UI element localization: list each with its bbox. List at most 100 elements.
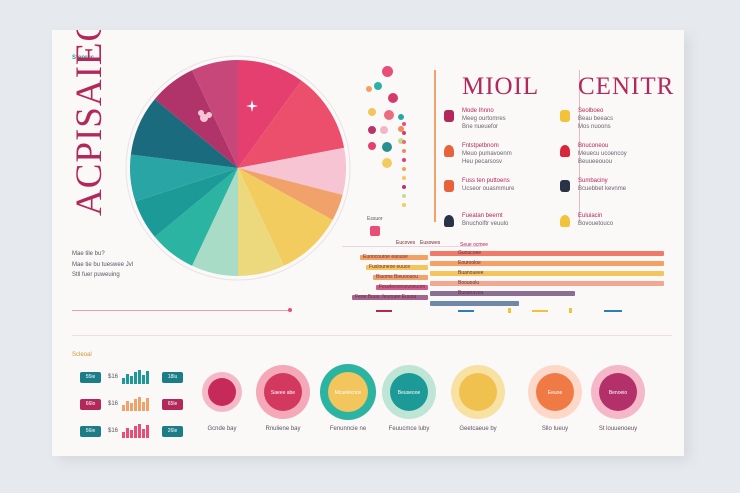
timeline-mark-3 <box>508 308 511 313</box>
right_section-row-text: Bcuebbet kevnme <box>578 186 627 192</box>
pie-slice <box>192 60 238 168</box>
mini-bar <box>134 372 137 384</box>
pie-slice <box>238 147 346 195</box>
stat-ring: Saeee abe <box>256 365 310 419</box>
timeline-dot <box>288 308 292 312</box>
right-bar <box>430 251 664 256</box>
ring-label: Beuseooe <box>397 389 421 396</box>
right-bar <box>430 301 519 306</box>
stat-right-box: 26le <box>162 426 183 437</box>
middle_section-row-text: Mode Ihnno <box>462 108 494 114</box>
stat-left-box: 66lo <box>80 399 101 410</box>
ring-caption: Fenunncie ne <box>329 426 367 432</box>
stat-right-box: 65le <box>162 399 183 410</box>
right_section-row-text: Beuueeouou <box>578 159 613 165</box>
ring-label: Saeee abe <box>270 389 296 396</box>
stat-right-box: 18lu <box>162 372 183 383</box>
left-bar <box>360 255 428 260</box>
note-2: Mae tie bu tueswee Jvl <box>72 262 134 268</box>
legend-dot <box>398 114 404 120</box>
mini-bar <box>122 405 125 411</box>
middle_section-row-text: Fntstpetbnom <box>462 143 499 149</box>
legend-caption: Essuor <box>367 216 383 222</box>
right_section-row-text: Euluiacin <box>578 213 603 219</box>
star-icon <box>560 110 570 122</box>
legend-dot <box>374 82 382 90</box>
mini-bar <box>134 399 137 411</box>
ring-label: Eeuoe <box>547 389 563 396</box>
divider-right <box>579 70 580 222</box>
bars-header-1: Eucoves <box>396 240 416 246</box>
stat-ring: Beuseooe <box>382 365 436 419</box>
legend-dot <box>388 93 398 103</box>
right-bar <box>430 261 664 266</box>
legend-dot <box>384 110 394 120</box>
stat-number: $16 <box>108 428 119 434</box>
bottom-label: Scleoal <box>72 352 92 358</box>
legend-dot <box>398 138 404 144</box>
mini-bar <box>138 424 141 438</box>
middle_section-row-text: Fuss ten puttoens <box>462 178 510 184</box>
right-bar <box>430 281 664 286</box>
bars-header-3: Seue ocmee <box>460 242 489 248</box>
ring-caption: Gcnde bay <box>207 426 237 432</box>
timeline-mark-1 <box>376 310 392 312</box>
middle_section-row-text: Bne nueuefor <box>462 124 499 130</box>
flower-icon <box>198 110 212 122</box>
left-bar-label: Feuvleoveosvoouom <box>379 284 426 290</box>
section-label: Steprcc <box>72 55 95 61</box>
bowl-icon <box>560 180 570 192</box>
person-icon <box>444 110 454 122</box>
pie-slice <box>154 168 238 266</box>
middle_section-row-text: Meuo pumavoenm <box>462 151 512 157</box>
mini-bar <box>146 371 149 384</box>
stat-ring: Benoeio <box>591 365 645 419</box>
right-bar-label: Guoucoee <box>458 250 482 256</box>
mini-bar <box>142 375 145 384</box>
pie-slice <box>192 168 238 276</box>
mini-bar <box>122 432 125 438</box>
right-bar-label: Eourooloe <box>458 260 481 266</box>
legend-dot <box>382 158 392 168</box>
pie-slice <box>135 168 238 237</box>
pie-slice <box>238 60 302 168</box>
left-bar <box>352 295 428 300</box>
mini-bar <box>126 401 129 411</box>
pie-chart <box>125 55 351 281</box>
mini-bar <box>122 378 125 384</box>
legend-dot-small <box>402 203 406 207</box>
stat-ring <box>202 372 242 412</box>
right_section-row-text: Beau beeacs <box>578 116 614 122</box>
mini-bar <box>138 397 141 411</box>
right_section-row-text: Mos nuoons <box>578 124 611 130</box>
stat-ring: Mcueiecnce <box>320 364 376 420</box>
right-bar-label: Buanoueee <box>458 270 484 276</box>
stat-number: $16 <box>108 374 119 380</box>
legend-dot-small <box>402 149 406 153</box>
mini-bar <box>130 376 133 384</box>
hand-icon <box>444 180 454 192</box>
stat-ring: Eeuoe <box>528 365 582 419</box>
mini-bar <box>134 426 137 438</box>
right-bar-label: Buoaouvou <box>458 290 484 296</box>
stat-ring-inner <box>598 372 638 412</box>
stat-ring-inner <box>327 371 369 413</box>
mini-bar <box>126 374 129 384</box>
divider-left <box>434 70 436 222</box>
pie-slice <box>130 99 238 168</box>
middle_section-row-text: Bnuchoiftr veuulo <box>462 221 509 227</box>
note-3: Stll fuer puweuing <box>72 272 120 278</box>
left-bar-label: Biuoms Bieuoouou <box>376 274 418 280</box>
legend-dot <box>368 108 376 116</box>
bars-header-2: Eusowes <box>420 240 441 246</box>
left-bar-label: Feoe Buuu. feuouee Euuoa <box>355 294 417 300</box>
legend-dot <box>382 142 392 152</box>
mini-bar <box>146 398 149 411</box>
stat-left-box: 55ie <box>80 372 101 383</box>
drop-icon <box>560 215 570 227</box>
legend-square-icon <box>370 226 380 236</box>
timeline-mark-4 <box>532 310 548 312</box>
middle-title: MIOIL <box>462 73 540 100</box>
pie-slices <box>130 60 346 276</box>
ring-label: Benoeio <box>608 389 628 396</box>
